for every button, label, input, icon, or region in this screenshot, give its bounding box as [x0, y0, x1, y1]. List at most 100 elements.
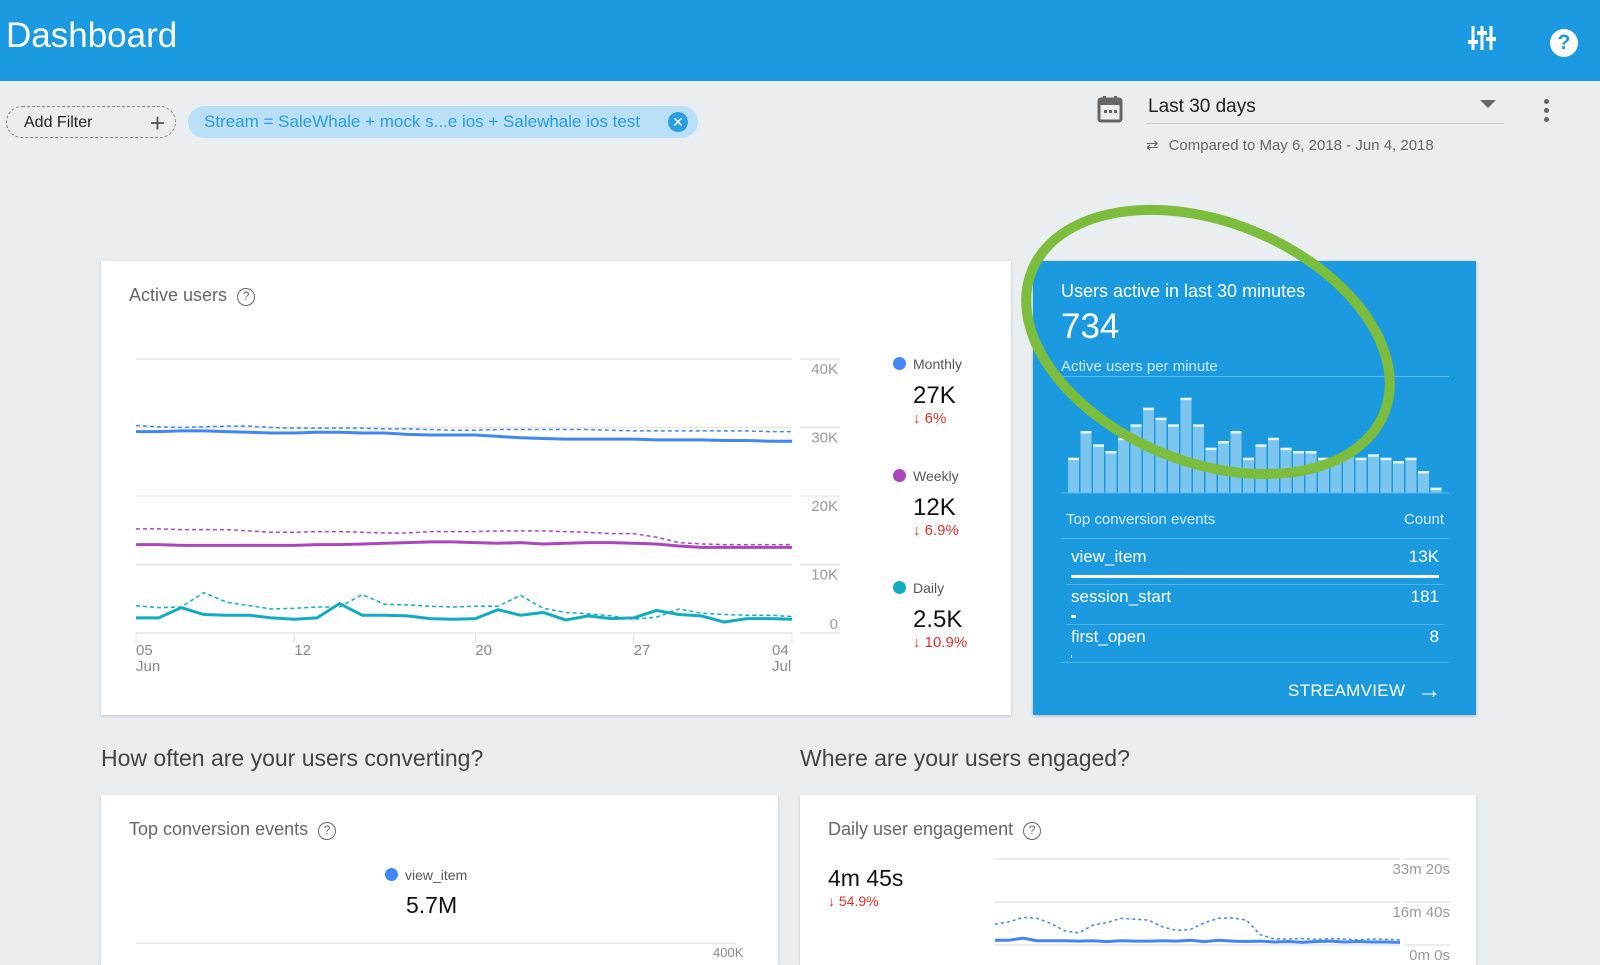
- legend-item-daily[interactable]: Daily 2.5K ↓ 10.9%: [893, 580, 967, 651]
- add-filter-label: Add Filter: [24, 114, 93, 131]
- bar: [1405, 459, 1417, 493]
- bar: [1105, 453, 1117, 493]
- conversion-events-card: Top conversion events? view_item 5.7M 40…: [101, 795, 778, 965]
- engagement-card: Daily user engagement? 4m 45s ↓ 54.9% 0m…: [800, 795, 1476, 965]
- y-tick-label: 40K: [811, 361, 838, 378]
- bar-cap: [1105, 451, 1117, 454]
- bar-cap: [1305, 451, 1317, 454]
- bar: [1118, 439, 1129, 493]
- card-title-text: Daily user engagement: [828, 819, 1014, 839]
- bar-cap: [1293, 451, 1304, 454]
- bar: [1368, 456, 1379, 493]
- event-row[interactable]: first_open 8: [1066, 627, 1444, 658]
- legend-label: Weekly: [913, 468, 959, 484]
- realtime-value: 734: [1061, 307, 1120, 346]
- calendar-icon[interactable]: [1097, 95, 1123, 123]
- bar-cap: [1243, 457, 1254, 461]
- event-share-bar: [1071, 615, 1077, 618]
- y-tick-label: 33m 20s: [1392, 861, 1450, 878]
- bar: [1180, 399, 1192, 493]
- bar-cap: [1430, 487, 1442, 491]
- help-icon[interactable]: ?: [1550, 29, 1578, 57]
- conversion-value: 5.7M: [406, 892, 458, 918]
- x-tick-label: 20: [475, 642, 492, 659]
- series-line-monthly-previous: [135, 424, 792, 433]
- streamview-link[interactable]: STREAMVIEW →: [1288, 677, 1442, 705]
- conversion-title: Top conversion events?: [129, 819, 337, 840]
- events-header: Top conversion events: [1066, 511, 1216, 528]
- legend-item-monthly[interactable]: Monthly 27K ↓ 6%: [893, 356, 962, 427]
- bar-cap: [1368, 454, 1379, 457]
- events-table-header: Top conversion events Count: [1061, 511, 1449, 539]
- bar: [1093, 446, 1104, 493]
- bar-cap: [1205, 447, 1217, 451]
- help-icon[interactable]: ?: [318, 822, 337, 840]
- realtime-title: Users active in last 30 minutes: [1061, 281, 1306, 301]
- stream-filter-chip[interactable]: Stream = SaleWhale + mock s...e ios + Sa…: [188, 106, 698, 138]
- event-count: 181: [1410, 587, 1439, 606]
- axis-label: 400K: [713, 945, 744, 960]
- legend-delta: ↓ 10.9%: [913, 634, 968, 651]
- legend-value: 12K: [913, 494, 956, 521]
- x-tick-label: Jul: [772, 658, 791, 675]
- x-tick-label: 05: [136, 642, 153, 659]
- legend-label: Daily: [913, 580, 945, 596]
- bar-cap: [1255, 444, 1267, 447]
- legend-label: Monthly: [913, 356, 963, 372]
- event-count: 8: [1429, 627, 1439, 646]
- bar: [1193, 426, 1204, 493]
- x-tick-label: Jun: [136, 658, 160, 675]
- y-tick-label: 20K: [811, 498, 838, 515]
- event-name: view_item: [1071, 547, 1147, 566]
- legend-dot: [385, 868, 398, 881]
- y-tick-label: 16m 40s: [1392, 904, 1450, 921]
- card-title-text: Active users: [129, 285, 228, 305]
- help-icon[interactable]: ?: [1023, 822, 1042, 840]
- bar-cap: [1143, 407, 1154, 411]
- bar-cap: [1393, 461, 1404, 464]
- bar-cap: [1218, 441, 1229, 444]
- legend-delta: ↓ 6.9%: [913, 522, 959, 539]
- series-line-daily-previous: [135, 591, 793, 621]
- bar-cap: [1080, 431, 1092, 434]
- converting-heading: How often are your users converting?: [101, 745, 484, 771]
- bar-cap: [1418, 471, 1429, 474]
- bar: [1130, 426, 1142, 493]
- legend-item-weekly[interactable]: Weekly 12K ↓ 6.9%: [893, 468, 959, 539]
- bar-cap: [1168, 424, 1179, 427]
- bar: [1393, 463, 1404, 493]
- bar-cap: [1068, 457, 1079, 461]
- bar-cap: [1280, 447, 1292, 451]
- chart-label: Active users per minute: [1061, 358, 1449, 377]
- event-count: 13K: [1408, 547, 1439, 566]
- compare-text: Compared to May 6, 2018 - Jun 4, 2018: [1168, 137, 1434, 154]
- event-row[interactable]: view_item 13K: [1066, 547, 1444, 585]
- bar-cap: [1155, 417, 1167, 421]
- bar: [1068, 459, 1079, 493]
- app-header: Dashboard ?: [0, 0, 1600, 81]
- count-header: Count: [1403, 511, 1444, 528]
- event-row[interactable]: session_start 181: [1066, 587, 1444, 625]
- bar: [1343, 453, 1354, 493]
- legend-value: 2.5K: [913, 606, 963, 633]
- bar: [1080, 433, 1092, 493]
- tune-icon[interactable]: [1468, 24, 1496, 52]
- bar: [1330, 463, 1342, 493]
- event-share-bar: [1071, 575, 1439, 578]
- date-range-select[interactable]: Last 30 days: [1146, 92, 1504, 124]
- legend-delta: ↓ 6%: [913, 410, 947, 427]
- add-filter-button[interactable]: Add Filter +: [6, 106, 176, 138]
- series-line-weekly: [136, 540, 792, 549]
- bar-cap: [1230, 431, 1242, 434]
- remove-filter-icon[interactable]: ✕: [668, 112, 688, 132]
- series-line-weekly-previous: [136, 528, 792, 546]
- help-icon[interactable]: ?: [237, 288, 256, 306]
- bar: [1380, 459, 1392, 493]
- bar: [1268, 439, 1279, 493]
- more-vert-icon[interactable]: [1544, 99, 1550, 122]
- legend-dot: [893, 469, 906, 482]
- bar-cap: [1180, 397, 1192, 401]
- x-tick-label: 27: [634, 642, 651, 659]
- highlight-circle: [1021, 204, 1395, 480]
